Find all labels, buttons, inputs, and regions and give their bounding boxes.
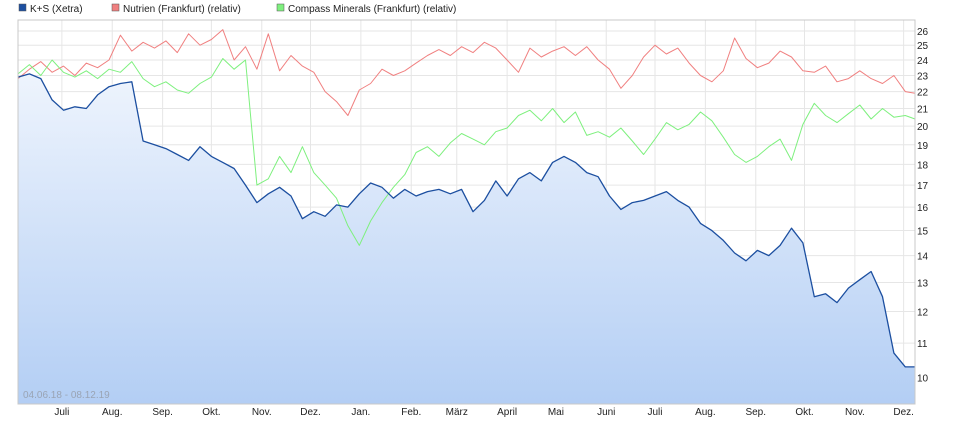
legend-label: Compass Minerals (Frankfurt) (relativ) (288, 4, 456, 15)
y-tick-label: 10 (917, 374, 929, 385)
x-tick-label: Juli (647, 407, 662, 418)
series-area-0 (18, 73, 915, 405)
date-range-label: 04.06.18 - 08.12.19 (23, 390, 110, 401)
x-tick-label: Juli (54, 407, 69, 418)
plot-border (17, 19, 916, 405)
y-tick-label: 26 (917, 27, 929, 38)
x-tick-label: Okt. (795, 407, 813, 418)
x-tick-label: Juni (597, 407, 615, 418)
series-line-1 (17, 29, 916, 116)
y-tick-label: 18 (917, 160, 929, 171)
x-tick-label: Dez. (300, 407, 321, 418)
area-fill (18, 73, 915, 405)
x-tick-label: Aug. (102, 407, 123, 418)
legend-swatch (18, 3, 27, 12)
legend-label: Nutrien (Frankfurt) (relativ) (123, 4, 241, 15)
x-tick-label: Feb. (401, 407, 421, 418)
x-tick-label: Nov. (252, 407, 272, 418)
legend: K+S (Xetra) Nutrien (Frankfurt) (relativ)… (18, 3, 456, 15)
y-tick-label: 24 (917, 56, 929, 67)
series-line-0 (17, 73, 915, 368)
x-tick-label: Mai (548, 407, 564, 418)
x-tick-label: Jan. (351, 407, 370, 418)
x-tick-label: Sep. (152, 407, 173, 418)
y-axis: 10 11 12 13 14 15 16 17 18 19 20 21 22 23 24 25 26 (917, 27, 929, 385)
legend-swatch (276, 3, 285, 12)
legend-label: K+S (Xetra) (30, 4, 83, 15)
y-tick-label: 15 (917, 227, 929, 238)
legend-swatch (111, 3, 120, 12)
y-tick-label: 23 (917, 71, 929, 82)
y-tick-label: 14 (917, 252, 929, 263)
y-tick-label: 16 (917, 203, 929, 214)
x-tick-label: Nov. (845, 407, 865, 418)
x-axis: Juli Aug. Sep. Okt. Nov. Dez. Jan. Feb. März Apri… (54, 407, 914, 418)
y-tick-label: 17 (917, 181, 929, 192)
x-tick-label: Dez. (893, 407, 914, 418)
y-tick-label: 20 (917, 122, 929, 133)
y-tick-label: 25 (917, 41, 929, 52)
y-tick-label: 19 (917, 141, 929, 152)
x-tick-label: Aug. (695, 407, 716, 418)
x-tick-label: Sep. (745, 407, 766, 418)
x-tick-label: März (446, 407, 468, 418)
y-tick-label: 11 (917, 339, 928, 350)
y-tick-label: 13 (917, 278, 929, 289)
y-tick-label: 12 (917, 308, 929, 319)
series-lines (17, 29, 916, 368)
x-tick-label: Okt. (202, 407, 220, 418)
series-line-2 (17, 58, 916, 246)
y-tick-label: 21 (917, 104, 929, 115)
y-tick-label: 22 (917, 88, 929, 99)
x-tick-label: April (497, 407, 517, 418)
